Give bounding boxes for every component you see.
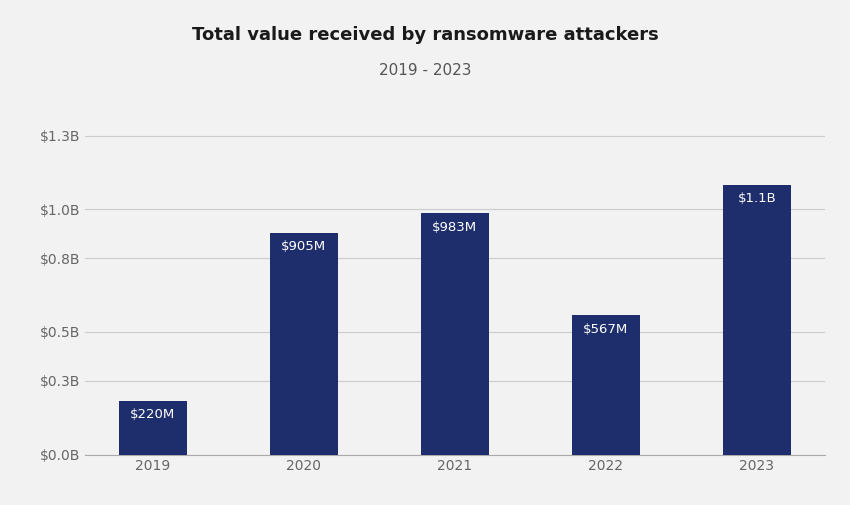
Bar	[572, 316, 640, 454]
Text: $983M: $983M	[432, 221, 478, 234]
Text: 2019 - 2023: 2019 - 2023	[379, 63, 471, 78]
Bar	[722, 185, 790, 454]
Bar	[421, 214, 489, 454]
Bar	[269, 232, 337, 454]
Text: $905M: $905M	[281, 240, 326, 253]
Text: Total value received by ransomware attackers: Total value received by ransomware attac…	[191, 26, 659, 44]
Text: $220M: $220M	[130, 408, 175, 421]
Text: $1.1B: $1.1B	[738, 192, 776, 205]
Text: $567M: $567M	[583, 323, 628, 336]
Bar	[119, 400, 187, 454]
